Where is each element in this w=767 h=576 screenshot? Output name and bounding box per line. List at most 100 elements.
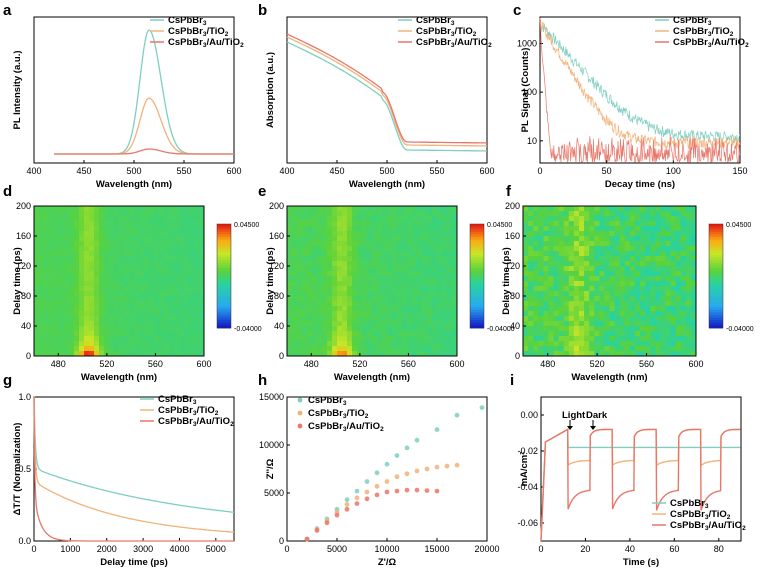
heatmap-cell (558, 266, 565, 272)
heatmap-cell (144, 306, 150, 312)
heatmap-cell (94, 281, 100, 287)
heatmap-cell (174, 266, 180, 272)
heatmap-cell (645, 261, 651, 267)
heatmap-cell (402, 226, 408, 232)
heatmap-cell (337, 256, 343, 262)
heatmap-cell (69, 266, 75, 272)
heatmap-cell (342, 306, 348, 312)
heatmap-cell (417, 256, 423, 262)
heatmap-cell (332, 261, 338, 267)
heatmap-cell (54, 316, 60, 322)
heatmap-cell (432, 221, 438, 227)
heatmap-cell (427, 246, 433, 252)
heatmap-cell (362, 211, 368, 217)
heatmap-cell (59, 251, 65, 257)
heatmap-cell (119, 221, 125, 227)
heatmap-cell (94, 276, 100, 282)
heatmap-cell (184, 316, 190, 322)
heatmap-cell (154, 286, 160, 292)
heatmap-cell (589, 271, 595, 277)
heatmap-cell (134, 246, 140, 252)
heatmap-cell (372, 281, 378, 287)
heatmap-cell (650, 336, 656, 342)
heatmap-cell (640, 326, 646, 332)
x-tick-label: 600 (688, 359, 703, 369)
heatmap-cell (44, 321, 50, 327)
heatmap-cell (54, 236, 60, 242)
heatmap-cell (89, 281, 95, 287)
y-tick-label: 120 (505, 261, 520, 271)
heatmap-cell (392, 311, 398, 317)
heatmap-cell (417, 226, 423, 232)
heatmap-cell (427, 241, 433, 247)
heatmap-cell (650, 206, 656, 212)
heatmap-cell (69, 336, 75, 342)
heatmap-cell (392, 341, 398, 347)
colorbar-step (470, 239, 484, 243)
heatmap-cell (307, 206, 313, 212)
heatmap-cell (287, 346, 293, 352)
heatmap-cell (377, 211, 383, 217)
heatmap-cell (179, 346, 185, 352)
heatmap-cell (609, 316, 615, 322)
heatmap-cell (104, 301, 110, 307)
heatmap-cell (119, 316, 125, 322)
heatmap-cell (629, 306, 636, 312)
heatmap-cell (362, 221, 368, 227)
x-tick-label: 520 (99, 359, 114, 369)
colorbar-step (470, 265, 484, 269)
heatmap-cell (614, 236, 621, 242)
x-tick-label: 20000 (474, 544, 499, 554)
heatmap-cell (79, 261, 85, 267)
heatmap-cell (144, 351, 150, 357)
heatmap-cell (89, 211, 95, 217)
heatmap-cell (528, 321, 534, 327)
x-tick-label: 480 (540, 359, 555, 369)
colorbar-step (470, 320, 484, 324)
heatmap-cell (685, 311, 692, 317)
heatmap-cell (407, 266, 413, 272)
heatmap-cell (624, 266, 631, 272)
heatmap-cell (64, 301, 70, 307)
heatmap-cell (302, 216, 308, 222)
heatmap-cell (685, 261, 692, 267)
heatmap-cell (619, 241, 626, 247)
heatmap-cell (528, 241, 534, 247)
heatmap-cell (543, 276, 549, 282)
heatmap-cell (594, 321, 600, 327)
heatmap-cell (69, 281, 75, 287)
heatmap-cell (287, 271, 293, 277)
heatmap-cell (327, 211, 333, 217)
heatmap-cell (74, 341, 80, 347)
heatmap-cell (594, 231, 600, 237)
heatmap-cell (670, 291, 677, 297)
heatmap-cell (397, 316, 403, 322)
heatmap-cell (69, 326, 75, 332)
heatmap-cell (422, 221, 428, 227)
heatmap-cell (174, 226, 180, 232)
heatmap-cell (538, 306, 544, 312)
heatmap-cell (665, 301, 671, 307)
y-axis-label: ΔT/T (Normalization) (12, 423, 23, 516)
x-axis-label: Wavelength (nm) (334, 372, 410, 383)
heatmap-cell (327, 311, 333, 317)
heatmap-cell (367, 216, 373, 222)
heatmap-cell (84, 226, 90, 232)
heatmap-cell (377, 231, 383, 237)
heatmap-cell (169, 281, 175, 287)
heatmap-cell (352, 296, 358, 302)
heatmap-cell (523, 231, 529, 237)
heatmap-cell (594, 266, 600, 272)
heatmap-cell (584, 231, 590, 237)
heatmap-cell (665, 296, 671, 302)
y-tick-label: 160 (16, 231, 31, 241)
heatmap-cell (407, 281, 413, 287)
heatmap-cell (553, 246, 560, 252)
heatmap-cell (169, 236, 175, 242)
heatmap-cell (317, 246, 323, 252)
heatmap-cell (337, 291, 343, 297)
heatmap-cell (640, 256, 646, 262)
heatmap-cell (624, 341, 631, 347)
heatmap-cell (307, 241, 313, 247)
heatmap-cell (39, 351, 45, 357)
